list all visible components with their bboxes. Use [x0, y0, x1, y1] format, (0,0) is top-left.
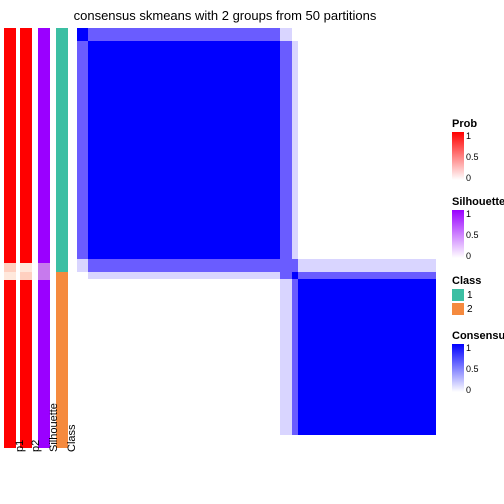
- sidebar-label-p1: p1: [14, 440, 26, 452]
- legend-silhouette: Silhouette10.50: [452, 196, 504, 258]
- legend-title-consensus: Consensus: [452, 330, 504, 342]
- sidebar-label-p2: p2: [30, 440, 42, 452]
- legend-prob: Prob10.50: [452, 118, 477, 180]
- legend-class-item: 2: [452, 303, 481, 317]
- sidebar-label-class: Class: [66, 424, 78, 452]
- sidebar-p2: [20, 28, 32, 448]
- sidebar-p1: [4, 28, 16, 448]
- legend-title-class: Class: [452, 275, 481, 287]
- legend-class-label: 1: [467, 290, 473, 301]
- legend-class: Class 1 2: [452, 275, 481, 317]
- legend-swatch: [452, 303, 464, 315]
- legend-title-prob: Prob: [452, 118, 477, 130]
- legend-colorbar-prob: [452, 132, 464, 180]
- sidebar-silhouette: [38, 28, 50, 448]
- sidebar-label-silhouette: Silhouette: [48, 403, 60, 452]
- legend-class-item: 1: [452, 289, 481, 303]
- legend-title-silhouette: Silhouette: [452, 196, 504, 208]
- legend-class-label: 2: [467, 304, 473, 315]
- sidebar-class: [56, 28, 68, 448]
- legend-colorbar-consensus: [452, 344, 464, 392]
- consensus-heatmap: [77, 28, 447, 448]
- legend-colorbar-silhouette: [452, 210, 464, 258]
- plot-area: p1 p2 Silhouette Class: [0, 28, 450, 468]
- legend-consensus: Consensus10.50: [452, 330, 504, 392]
- legend-swatch: [452, 289, 464, 301]
- page-title: consensus skmeans with 2 groups from 50 …: [0, 8, 450, 23]
